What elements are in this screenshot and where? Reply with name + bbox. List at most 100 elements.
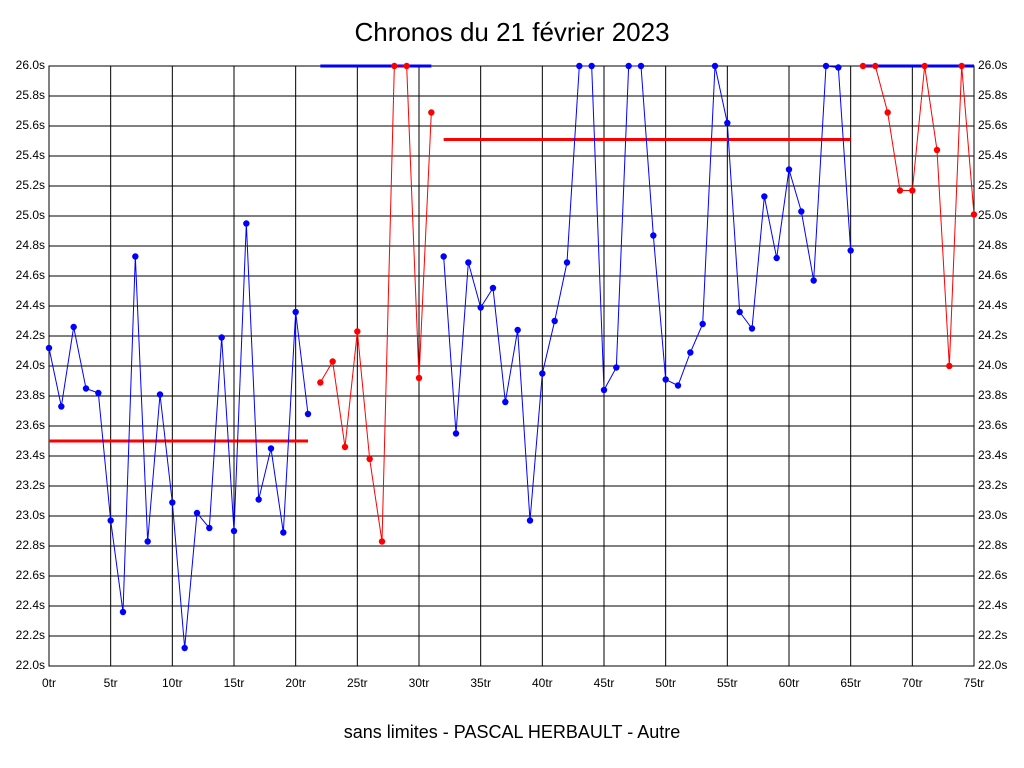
data-point (588, 62, 595, 70)
data-point (933, 146, 941, 154)
data-point (810, 277, 817, 284)
y2-tick-label: 26.0s (978, 58, 1007, 72)
data-point (773, 254, 780, 262)
y-tick-label: 24.0s (16, 358, 45, 372)
data-point (711, 62, 719, 70)
data-point (230, 527, 238, 535)
data-point (514, 326, 521, 334)
y2-tick-label: 23.4s (978, 448, 1007, 462)
y-tick-label: 22.4s (16, 598, 45, 612)
data-point (909, 187, 916, 194)
data-point (699, 320, 706, 328)
y2-tick-label: 23.8s (978, 388, 1007, 402)
data-point (674, 382, 682, 389)
x-tick-label: 25tr (347, 676, 368, 690)
y-tick-label: 25.8s (16, 88, 45, 102)
y2-tick-label: 24.8s (978, 238, 1007, 252)
data-point (403, 62, 410, 70)
data-point (58, 403, 65, 410)
data-point (637, 62, 645, 70)
data-point (206, 524, 213, 532)
data-point (428, 109, 435, 116)
data-point (650, 232, 657, 239)
series-line (863, 65, 975, 367)
x-tick-label: 30tr (409, 676, 430, 690)
y-tick-label: 22.6s (16, 568, 45, 582)
data-point (748, 325, 756, 332)
data-point (45, 344, 53, 352)
y-tick-label: 25.2s (16, 178, 45, 192)
data-point (539, 370, 546, 377)
data-point (662, 376, 669, 383)
y-tick-label: 22.0s (16, 658, 45, 672)
data-point (613, 364, 620, 371)
data-point (785, 166, 793, 173)
x-tick-label: 10tr (162, 676, 183, 690)
x-tick-label: 20tr (285, 676, 306, 690)
y2-tick-label: 23.2s (978, 478, 1007, 492)
data-point (366, 455, 373, 463)
data-point (391, 62, 398, 70)
data-point (859, 62, 867, 70)
x-tick-label: 0tr (42, 676, 56, 690)
data-point (835, 64, 842, 71)
data-point (563, 259, 571, 266)
x-tick-label: 55tr (717, 676, 738, 690)
y2-tick-label: 25.8s (978, 88, 1007, 102)
data-point (341, 443, 349, 451)
data-point (354, 328, 361, 335)
y-tick-label: 23.4s (16, 448, 45, 462)
x-tick-label: 35tr (470, 676, 491, 690)
y2-tick-label: 24.0s (978, 358, 1007, 372)
data-point (884, 109, 891, 116)
data-point (280, 529, 287, 536)
y-tick-label: 22.2s (16, 628, 45, 642)
data-point (625, 62, 632, 70)
data-point (317, 379, 324, 386)
data-point (181, 644, 188, 652)
data-point (255, 496, 262, 503)
data-point (687, 349, 694, 356)
data-point (292, 308, 299, 316)
data-point (218, 334, 225, 341)
data-point (144, 538, 151, 545)
y2-tick-label: 24.2s (978, 328, 1007, 342)
data-point (169, 499, 176, 506)
data-point (107, 517, 114, 524)
data-point (477, 304, 484, 311)
data-point (304, 410, 312, 418)
y-tick-label: 24.8s (16, 238, 45, 252)
y-tick-label: 24.6s (16, 268, 45, 282)
data-point (724, 119, 731, 127)
data-point (970, 211, 978, 218)
y-tick-label: 24.4s (16, 298, 45, 312)
data-point (946, 362, 953, 370)
data-point (526, 517, 534, 524)
data-point (415, 374, 423, 382)
y-tick-label: 22.8s (16, 538, 45, 552)
y2-tick-label: 24.4s (978, 298, 1007, 312)
data-point (502, 398, 509, 406)
series-line (443, 65, 852, 521)
data-point (798, 208, 805, 215)
y-tick-label: 23.6s (16, 418, 45, 432)
data-point (193, 509, 201, 517)
y2-tick-label: 22.2s (978, 628, 1007, 642)
data-point (761, 193, 768, 200)
data-point (465, 259, 472, 266)
x-tick-label: 70tr (902, 676, 923, 690)
data-point (576, 62, 583, 70)
data-point (921, 62, 928, 70)
data-point (440, 253, 447, 260)
y2-tick-label: 23.0s (978, 508, 1007, 522)
data-point (95, 389, 102, 397)
data-point (82, 385, 90, 392)
series-line (319, 65, 432, 542)
data-point (489, 284, 497, 292)
y2-tick-label: 25.6s (978, 118, 1007, 132)
y2-tick-label: 22.8s (978, 538, 1007, 552)
data-point (156, 391, 164, 398)
